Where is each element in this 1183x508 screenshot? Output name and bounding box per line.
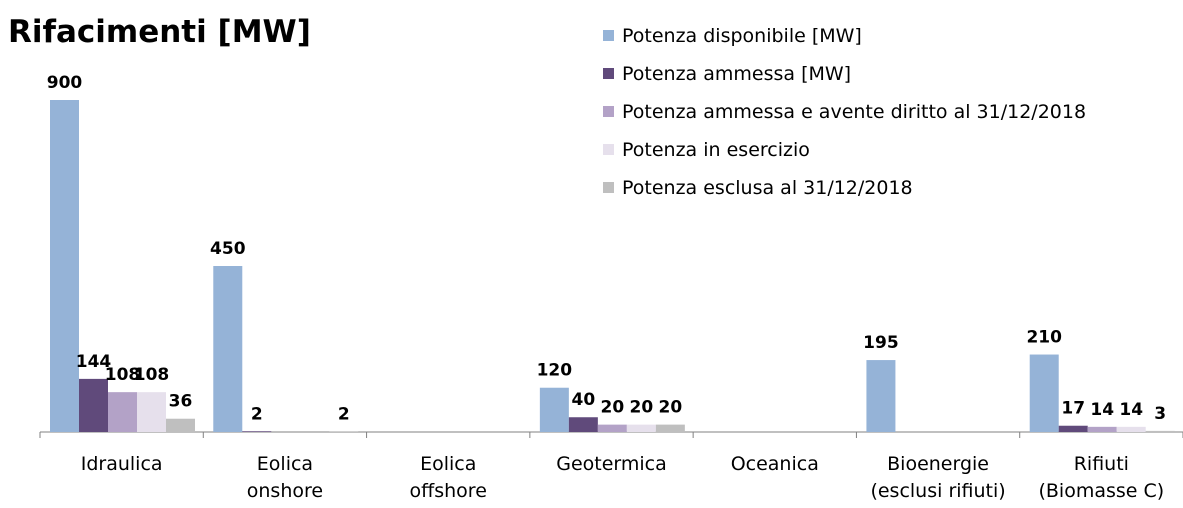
data-label: 144 — [76, 352, 112, 372]
chart-title: Rifacimenti [MW] — [8, 14, 311, 50]
legend-label: Potenza disponibile [MW] — [622, 25, 862, 47]
bar — [50, 100, 79, 432]
bar — [242, 431, 272, 432]
x-tick-label: Bioenergie (esclusi rifiuti) — [870, 453, 1005, 502]
bar — [539, 387, 569, 432]
legend-swatch — [603, 106, 614, 117]
data-label: 14 — [1119, 400, 1143, 420]
bar — [329, 431, 359, 432]
data-label: 2 — [338, 404, 350, 424]
data-label: 20 — [659, 398, 683, 418]
legend-label: Potenza in esercizio — [622, 139, 810, 161]
x-tick-label: Rifiuti (Biomasse C) — [1038, 453, 1164, 502]
data-label: 450 — [210, 239, 246, 259]
bar — [655, 424, 685, 432]
bar — [1058, 425, 1088, 432]
bar — [137, 392, 166, 432]
data-label: 900 — [47, 73, 83, 93]
bar — [1116, 426, 1146, 432]
data-label: 195 — [863, 333, 899, 353]
bar — [1145, 430, 1175, 432]
data-label: 14 — [1090, 400, 1114, 420]
data-label: 40 — [572, 390, 596, 410]
data-label: 20 — [601, 398, 625, 418]
legend-label: Potenza ammessa e avente diritto al 31/1… — [622, 101, 1086, 123]
legend-swatch — [603, 182, 614, 193]
bar — [79, 378, 108, 432]
bar — [1087, 426, 1117, 432]
bar — [166, 418, 195, 432]
x-tick-label: Eolica offshore — [410, 453, 487, 502]
data-label: 2 — [251, 404, 263, 424]
x-tick-label: Eolica onshore — [247, 453, 323, 502]
legend-swatch — [603, 30, 614, 41]
x-tick-label: Oceanica — [731, 453, 819, 475]
bar — [1029, 354, 1059, 432]
bar — [213, 266, 243, 432]
data-label: 120 — [537, 361, 573, 381]
data-label: 108 — [134, 365, 170, 385]
bar — [597, 424, 627, 432]
data-label: 210 — [1026, 328, 1062, 348]
x-tick-label: Geotermica — [556, 453, 667, 475]
x-tick-label: Idraulica — [81, 453, 163, 475]
bar — [866, 360, 896, 432]
data-label: 20 — [630, 398, 654, 418]
data-label: 3 — [1154, 404, 1166, 424]
data-label: 108 — [105, 365, 141, 385]
legend-label: Potenza ammessa [MW] — [622, 63, 851, 85]
legend-swatch — [603, 68, 614, 79]
data-label: 17 — [1061, 399, 1085, 419]
bar — [626, 424, 656, 432]
bar — [108, 392, 137, 432]
bar — [568, 417, 598, 432]
legend-label: Potenza esclusa al 31/12/2018 — [622, 177, 913, 199]
data-label: 36 — [169, 392, 193, 412]
legend-swatch — [603, 144, 614, 155]
